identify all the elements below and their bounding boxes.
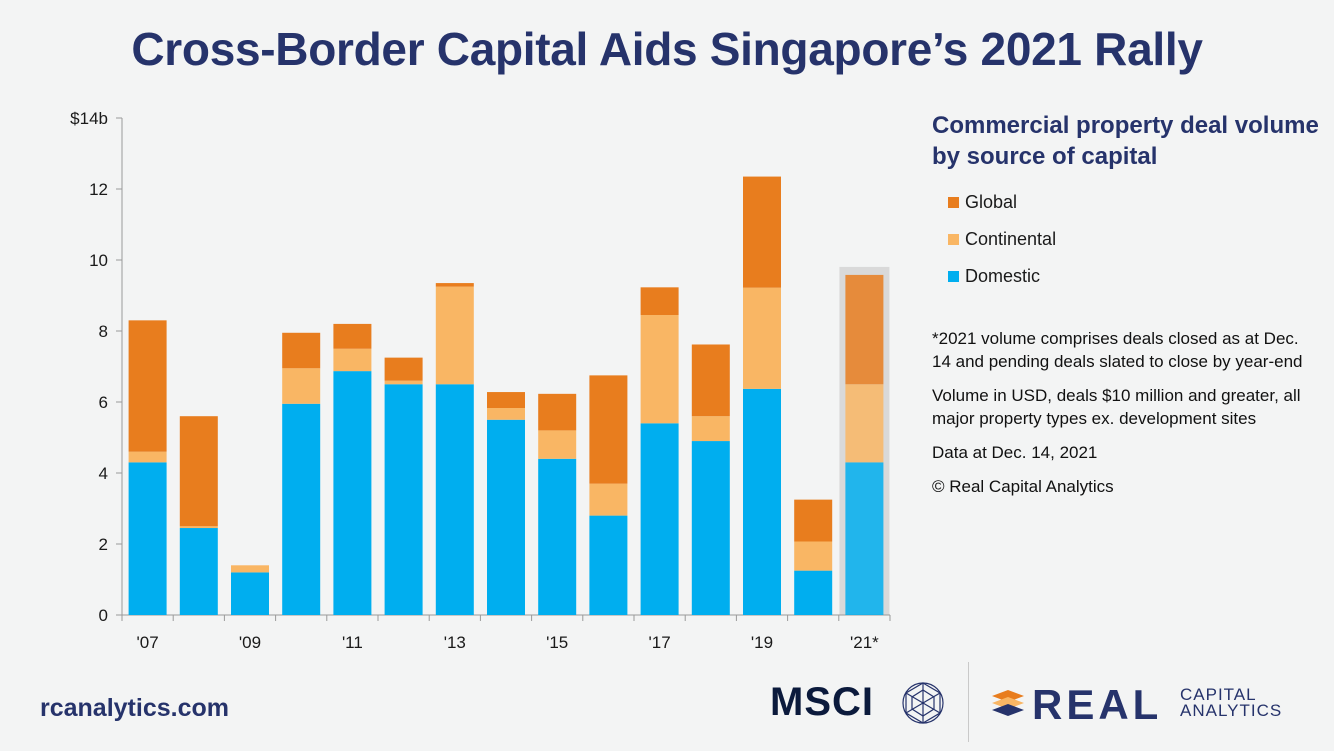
bar-continental: [333, 348, 372, 372]
y-tick-label: 8: [99, 322, 108, 341]
note-copyright: © Real Capital Analytics: [932, 477, 1114, 496]
bar-continental: [435, 286, 474, 385]
bar-global: [487, 392, 525, 409]
bar-domestic: [384, 384, 423, 615]
x-tick-label: '15: [546, 633, 568, 652]
y-tick-label: $14b: [70, 109, 108, 128]
bar-continental: [128, 451, 167, 463]
x-tick-label: '19: [751, 633, 773, 652]
legend-item-domestic: Domestic: [948, 258, 1056, 295]
bar-global: [640, 287, 679, 316]
bar-continental: [231, 565, 269, 573]
bar-global: [282, 332, 321, 369]
msci-logo: MSCI: [770, 680, 874, 724]
bar-continental: [384, 380, 423, 385]
bar-global: [435, 283, 474, 287]
y-tick-label: 4: [99, 464, 108, 483]
rca-logo-analytics: ANALYTICS: [1180, 701, 1283, 720]
x-tick-label: '11: [342, 633, 363, 652]
bar-continental: [538, 430, 577, 459]
bar-global: [128, 320, 167, 452]
bar-continental: [691, 416, 730, 442]
y-tick-label: 2: [99, 535, 108, 554]
legend-item-continental: Continental: [948, 221, 1056, 258]
bar-continental: [845, 384, 884, 463]
bar-global: [691, 344, 730, 417]
bar-global: [845, 274, 884, 385]
bar-continental: [743, 287, 781, 389]
bar-global: [333, 323, 372, 349]
bar-domestic: [538, 458, 577, 615]
bar-global: [743, 176, 781, 288]
bar-continental: [794, 541, 833, 571]
msci-globe-icon: [902, 682, 944, 724]
y-tick-label: 10: [89, 251, 108, 270]
bar-domestic: [128, 462, 167, 615]
rca-logo-capital-analytics: CAPITAL ANALYTICS: [1180, 685, 1283, 720]
y-tick-label: 12: [89, 180, 108, 199]
x-tick-label: '09: [239, 633, 261, 652]
bar-domestic: [743, 388, 781, 615]
bar-continental: [487, 408, 525, 420]
legend-item-global: Global: [948, 184, 1056, 221]
legend-label-continental: Continental: [965, 229, 1057, 249]
website-link[interactable]: rcanalytics.com: [40, 694, 229, 722]
stacked-bar-chart: 0 2 4 6 8 10 12 $14b '07 '09 '11 '13 '15 '17 '19 '21*: [70, 109, 891, 652]
bar-global: [538, 393, 577, 431]
rca-stack-icon: [992, 690, 1024, 716]
bar-global: [179, 416, 218, 527]
legend: Global Continental Domestic: [948, 184, 1056, 295]
bar-domestic: [179, 528, 218, 615]
bar-domestic: [845, 462, 884, 615]
note-data-date: Data at Dec. 14, 2021: [932, 443, 1098, 462]
legend-label-global: Global: [965, 192, 1018, 212]
legend-swatch-global: [948, 197, 959, 208]
bar-continental: [282, 368, 321, 404]
bar-domestic: [640, 423, 679, 615]
bar-continental: [589, 483, 628, 516]
x-tick-label: '21*: [850, 633, 879, 652]
legend-label-domestic: Domestic: [965, 266, 1041, 286]
rca-logo-real: REAL: [1032, 681, 1163, 728]
legend-swatch-domestic: [948, 271, 959, 282]
notes: *2021 volume comprises deals closed as a…: [932, 327, 1322, 509]
bar-domestic: [487, 419, 525, 615]
x-tick-label: '07: [137, 633, 159, 652]
bar-domestic: [333, 371, 372, 615]
bar-domestic: [794, 570, 833, 615]
bar-domestic: [435, 384, 474, 615]
logo-divider: [968, 662, 969, 742]
bar-global: [384, 357, 423, 381]
legend-title: Commercial property deal volume by sourc…: [932, 112, 1319, 170]
bar-continental: [640, 315, 679, 424]
bar-domestic: [589, 515, 628, 615]
x-tick-label: '17: [649, 633, 671, 652]
page-title: Cross-Border Capital Aids Singapore’s 20…: [131, 23, 1203, 75]
note-2021-volume: *2021 volume comprises deals closed as a…: [932, 329, 1303, 371]
bar-global: [794, 499, 833, 542]
rca-logo-capital: CAPITAL: [1180, 685, 1257, 704]
legend-swatch-continental: [948, 234, 959, 245]
y-tick-label: 6: [99, 393, 108, 412]
y-tick-label: 0: [99, 606, 108, 625]
note-usd-volume: Volume in USD, deals $10 million and gre…: [932, 386, 1301, 428]
bar-domestic: [691, 441, 730, 615]
bar-domestic: [231, 572, 269, 615]
x-tick-label: '13: [444, 633, 466, 652]
bar-continental: [179, 526, 218, 529]
bar-global: [589, 375, 628, 484]
bar-domestic: [282, 403, 321, 615]
